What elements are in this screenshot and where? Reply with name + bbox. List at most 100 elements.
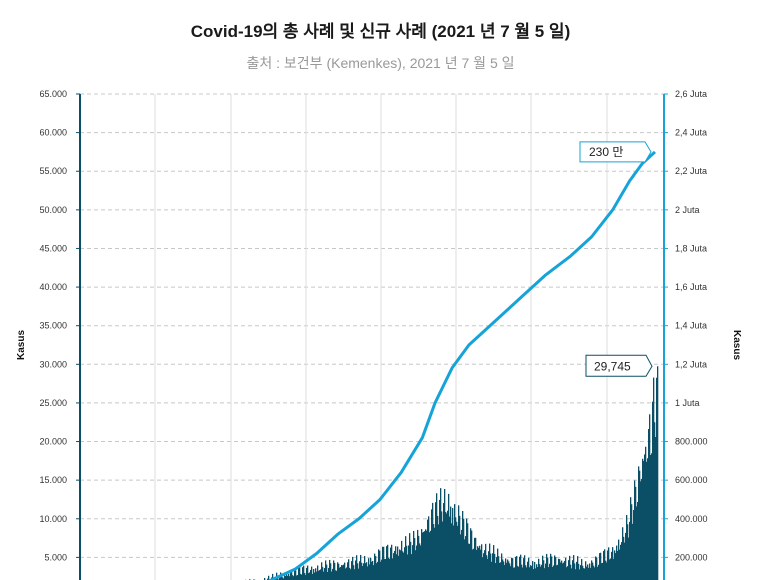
- bar: [513, 567, 515, 580]
- bar: [429, 532, 431, 580]
- bar: [619, 549, 621, 580]
- bar: [285, 575, 287, 580]
- bar: [498, 556, 500, 580]
- bar: [400, 550, 402, 580]
- bar: [333, 560, 335, 580]
- bar: [637, 502, 639, 580]
- bar: [363, 563, 365, 580]
- bar: [456, 521, 458, 580]
- bar: [431, 509, 433, 580]
- right-tick-label: 1,4 Juta: [675, 321, 707, 331]
- bar: [446, 513, 448, 580]
- bar: [579, 569, 581, 580]
- bar: [546, 553, 548, 580]
- bar: [535, 568, 537, 580]
- bar: [414, 538, 416, 580]
- new-cases-label: 29,745: [594, 359, 631, 373]
- bar: [599, 553, 601, 580]
- bar: [468, 543, 470, 580]
- bar: [632, 523, 634, 580]
- bar: [499, 562, 501, 580]
- bar: [559, 559, 561, 580]
- bar: [312, 573, 314, 580]
- bar: [567, 566, 569, 580]
- bar: [397, 546, 399, 580]
- bar: [460, 534, 462, 580]
- bar: [474, 537, 476, 580]
- bar: [610, 558, 612, 580]
- bar: [303, 565, 305, 580]
- bar: [286, 574, 288, 580]
- bar: [467, 523, 469, 580]
- bar: [526, 567, 528, 580]
- bar: [655, 437, 657, 580]
- bar: [410, 541, 412, 580]
- bar: [462, 511, 464, 580]
- bar: [656, 377, 658, 580]
- bar: [555, 557, 557, 580]
- bar: [382, 546, 384, 580]
- bar: [477, 546, 479, 580]
- bar: [549, 563, 551, 580]
- bar: [648, 428, 650, 580]
- bar: [419, 543, 421, 580]
- bar: [375, 556, 377, 580]
- bar: [405, 536, 407, 580]
- left-tick-label: 30.000: [39, 359, 67, 369]
- bar: [299, 566, 301, 580]
- bar: [629, 521, 631, 580]
- bar: [494, 553, 496, 580]
- bar: [337, 562, 339, 580]
- bar: [389, 559, 391, 580]
- bar: [590, 567, 592, 580]
- bar: [547, 557, 549, 580]
- bar: [534, 561, 536, 580]
- bar: [470, 528, 472, 580]
- bar: [538, 558, 540, 580]
- bar: [452, 508, 454, 580]
- bar: [450, 506, 452, 580]
- bar: [391, 544, 393, 580]
- bar: [523, 558, 525, 580]
- bar: [643, 460, 645, 580]
- bar: [373, 565, 375, 580]
- bar: [492, 553, 494, 580]
- bar: [479, 545, 481, 580]
- bar: [587, 564, 589, 580]
- bar: [374, 553, 376, 580]
- bar: [509, 563, 511, 580]
- bar: [485, 543, 487, 580]
- bar: [386, 546, 388, 580]
- bar: [355, 560, 357, 580]
- bar: [578, 563, 580, 580]
- bar: [642, 458, 644, 580]
- bar: [393, 553, 395, 580]
- left-tick-label: 15.000: [39, 475, 67, 485]
- right-tick-label: 2,4 Juta: [675, 128, 707, 138]
- bar: [628, 537, 630, 580]
- bar: [508, 561, 510, 580]
- bar: [449, 516, 451, 580]
- right-tick-label: 1,8 Juta: [675, 243, 707, 253]
- bar: [503, 561, 505, 580]
- bar: [603, 550, 605, 580]
- bar: [552, 566, 554, 580]
- bar: [487, 558, 489, 580]
- bar: [539, 564, 541, 580]
- bar: [481, 544, 483, 580]
- bar: [306, 567, 308, 580]
- total-cases-label: 230 만: [589, 145, 623, 159]
- bar: [551, 556, 553, 580]
- bar: [544, 568, 546, 580]
- bar: [360, 554, 362, 580]
- bar: [367, 566, 369, 580]
- left-tick-label: 5.000: [44, 552, 67, 562]
- bar: [307, 565, 309, 580]
- bar: [324, 568, 326, 580]
- bar: [507, 559, 509, 580]
- bar: [588, 567, 590, 580]
- bar: [623, 536, 625, 580]
- bar: [461, 529, 463, 580]
- bar: [439, 499, 441, 580]
